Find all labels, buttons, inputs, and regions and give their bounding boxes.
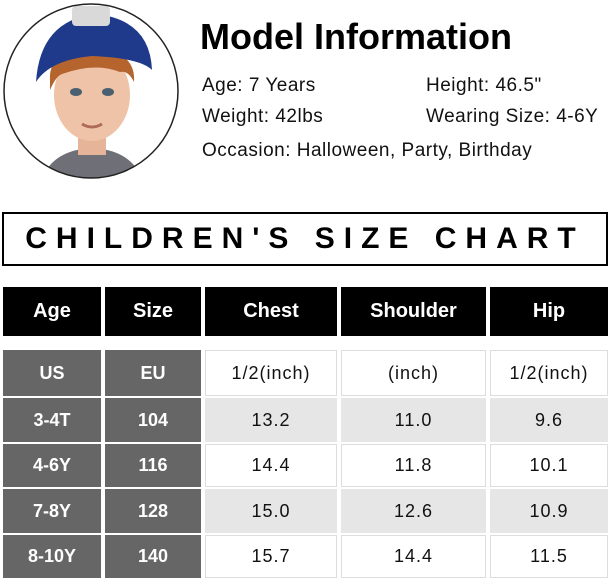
table-header-cell: Shoulder [341, 287, 486, 336]
model-info-line: Weight: 42lbs [202, 106, 324, 127]
table-cell: 9.6 [490, 398, 608, 442]
table-cell: 15.0 [205, 489, 337, 533]
table-cell: 7-8Y [3, 489, 101, 533]
table-cell: 128 [105, 489, 201, 533]
table-cell: 4-6Y [3, 444, 101, 487]
table-cell: 140 [105, 535, 201, 578]
table-cell: 11.8 [341, 444, 486, 487]
table-cell: 11.5 [490, 535, 608, 578]
table-cell: 8-10Y [3, 535, 101, 578]
table-cell: 3-4T [3, 398, 101, 442]
table-cell: 13.2 [205, 398, 337, 442]
table-cell: 12.6 [341, 489, 486, 533]
model-info-line: Occasion: Halloween, Party, Birthday [202, 140, 533, 161]
table-header-cell: Age [3, 287, 101, 336]
table-header-cell: Size [105, 287, 201, 336]
table-cell: EU [105, 350, 201, 396]
table-cell: 1/2(inch) [205, 350, 337, 396]
table-cell: 14.4 [205, 444, 337, 487]
table-cell: 14.4 [341, 535, 486, 578]
model-info-title: Model Information [200, 16, 512, 57]
table-cell: 116 [105, 444, 201, 487]
model-photo [3, 3, 179, 179]
table-cell: 104 [105, 398, 201, 442]
table-cell: US [3, 350, 101, 396]
table-header-cell: Hip [490, 287, 608, 336]
model-info-line: Age: 7 Years [202, 75, 316, 96]
model-info-line: Wearing Size: 4-6Y [426, 106, 599, 127]
table-cell: 15.7 [205, 535, 337, 578]
table-cell: 1/2(inch) [490, 350, 608, 396]
table-cell: 10.1 [490, 444, 608, 487]
model-info-line: Height: 46.5" [426, 75, 542, 96]
table-header-cell: Chest [205, 287, 337, 336]
table-cell: 11.0 [341, 398, 486, 442]
table-cell: (inch) [341, 350, 486, 396]
table-cell: 10.9 [490, 489, 608, 533]
chart-title: CHILDREN'S SIZE CHART [2, 212, 608, 266]
